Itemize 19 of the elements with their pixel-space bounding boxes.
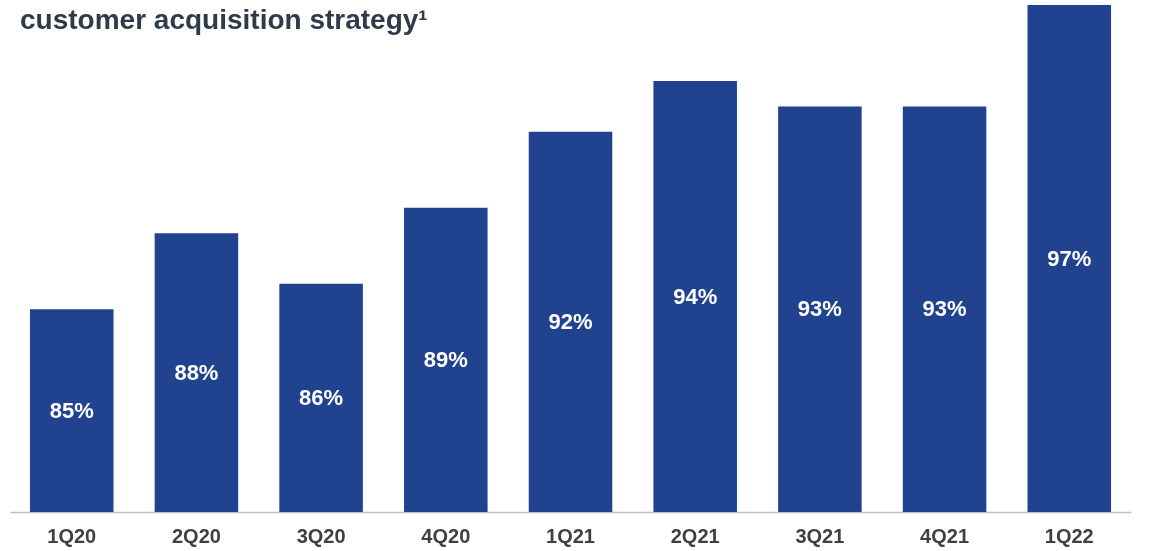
x-tick-label: 1Q21 xyxy=(546,524,595,547)
x-tick-label: 2Q21 xyxy=(670,524,720,547)
data-label: 94% xyxy=(673,283,718,309)
chart-title: customer acquisition strategy¹ xyxy=(20,4,428,35)
x-tick-label: 4Q20 xyxy=(421,524,471,547)
x-tick-label: 3Q21 xyxy=(795,524,845,547)
x-tick-label: 1Q22 xyxy=(1044,524,1094,547)
data-label: 97% xyxy=(1047,245,1092,271)
data-label: 93% xyxy=(922,296,967,322)
x-tick-label: 2Q20 xyxy=(171,524,221,547)
x-tick-label: 3Q20 xyxy=(296,524,346,547)
x-tick-label: 1Q20 xyxy=(47,524,97,547)
data-label: 93% xyxy=(797,296,842,322)
data-label: 89% xyxy=(423,346,468,372)
data-label: 85% xyxy=(49,397,94,423)
data-label: 92% xyxy=(548,308,593,334)
x-tick-label: 4Q21 xyxy=(920,524,970,547)
data-label: 86% xyxy=(299,384,344,410)
data-label: 88% xyxy=(174,359,219,385)
